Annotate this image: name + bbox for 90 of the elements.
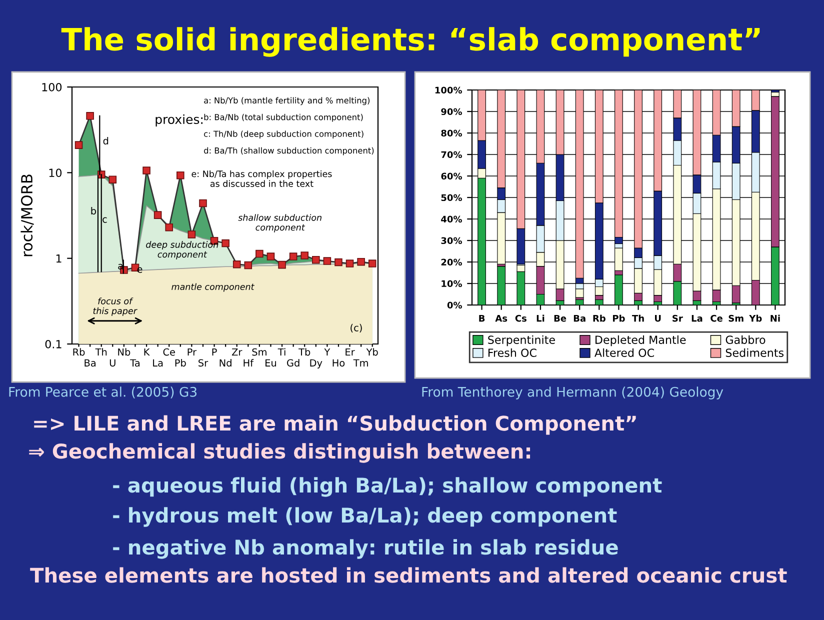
y-axis-title: rock/MORB xyxy=(20,174,34,256)
annotation: proxies: xyxy=(156,114,202,126)
legend-label: Altered OC xyxy=(594,348,654,357)
text: - aqueous fluid (high Ba/La); shallow component xyxy=(113,477,662,497)
x-tick-label: Zr xyxy=(232,348,242,356)
y-tick-label: 90% xyxy=(441,108,462,116)
annotation: mantle component xyxy=(172,283,255,292)
y-tick-label: 50% xyxy=(441,194,462,202)
x-tick-label: Ho xyxy=(332,359,345,367)
text: ⇒ Geochemical studies distinguish between: xyxy=(29,443,530,463)
annotation: shallow subduction component xyxy=(238,214,322,232)
y-tick-label: 1 xyxy=(56,254,62,263)
x-tick-label: Pr xyxy=(188,348,197,356)
x-tick-label: Ba xyxy=(84,359,96,367)
x-tick-label: Pb xyxy=(175,359,186,367)
y-tick-label: 100% xyxy=(435,86,462,94)
annotation: d xyxy=(103,136,108,144)
x-tick-label: Dy xyxy=(310,359,322,368)
x-tick-label: Rb xyxy=(73,348,85,356)
legend-label: Serpentinite xyxy=(488,335,555,346)
x-tick-label: Be xyxy=(554,315,566,322)
x-tick-label: Yb xyxy=(749,314,762,322)
x-tick-label: Ce xyxy=(163,348,175,356)
legend-label: Depleted Mantle xyxy=(596,335,686,346)
legend-label: Sediments xyxy=(726,348,784,357)
x-tick-label: P xyxy=(212,348,217,356)
y-tick-label: 100 xyxy=(42,82,62,92)
x-tick-label: Th xyxy=(95,348,107,356)
annotation: focus of this paper xyxy=(93,298,138,316)
x-tick-label: Hf xyxy=(244,359,254,366)
x-tick-label: La xyxy=(692,315,702,322)
annotation: a xyxy=(118,264,123,270)
annotation: d: Ba/Th (shallow subduction component) xyxy=(204,147,374,156)
annotation: c: Th/Nb (deep subduction component) xyxy=(204,130,364,139)
annotation: e: Nb/Ta has complex properties as discussed in the text xyxy=(192,170,332,187)
text: => LILE and LREE are main “Subduction Component” xyxy=(34,415,636,435)
y-tick-label: 70% xyxy=(441,151,462,158)
x-tick-label: Y xyxy=(324,348,330,356)
x-tick-label: Pb xyxy=(613,314,625,322)
text: These elements are hosted in sediments and altered oceanic crust xyxy=(30,567,787,583)
x-tick-label: B xyxy=(479,315,485,322)
x-tick-label: Sr xyxy=(672,314,683,322)
x-tick-label: Nb xyxy=(118,348,130,356)
y-tick-label: 20% xyxy=(441,258,462,266)
annotation: b xyxy=(91,207,96,215)
x-tick-label: U xyxy=(110,359,116,367)
x-tick-label: Nd xyxy=(220,359,232,367)
x-tick-label: Rb xyxy=(593,314,606,322)
annotation: e xyxy=(137,267,142,273)
text: The solid ingredients: “slab component” xyxy=(61,27,760,57)
text: - negative Nb anomaly: rutile in slab residue xyxy=(113,539,618,559)
x-tick-label: K xyxy=(144,348,150,356)
x-tick-label: Ti xyxy=(278,348,286,356)
annotation: c xyxy=(102,217,107,223)
y-tick-label: 10% xyxy=(442,280,462,288)
x-tick-label: Sr xyxy=(198,359,208,367)
x-tick-label: Tm xyxy=(353,359,368,366)
x-tick-label: Gd xyxy=(287,359,300,367)
x-tick-label: Sm xyxy=(252,348,266,356)
x-tick-label: Ni xyxy=(770,314,780,322)
y-tick-label: 0% xyxy=(447,302,462,309)
x-tick-label: Eu xyxy=(266,359,276,367)
annotation: deep subduction component xyxy=(146,241,218,260)
legend-label: Fresh OC xyxy=(488,348,536,357)
y-tick-label: 40% xyxy=(441,216,462,223)
x-tick-label: Tb xyxy=(298,348,310,356)
x-tick-label: Cs xyxy=(515,314,526,322)
x-tick-label: Sm xyxy=(728,314,744,322)
x-tick-label: As xyxy=(495,315,508,322)
annotation: a: Nb/Yb (mantle fertility and % melting) xyxy=(204,97,370,106)
y-tick-label: 80% xyxy=(441,130,462,137)
x-tick-label: Er xyxy=(346,348,355,356)
y-tick-label: 60% xyxy=(441,172,462,180)
annotation: b: Ba/Nb (total subduction component) xyxy=(204,114,363,122)
x-tick-label: Yb xyxy=(366,348,378,356)
y-tick-label: 0.1 xyxy=(45,340,62,348)
annotation: (c) xyxy=(350,324,362,333)
x-tick-label: Ba xyxy=(574,315,586,322)
x-tick-label: Ta xyxy=(130,359,140,367)
x-tick-label: U xyxy=(655,315,661,322)
text: From Pearce et al. (2005) G3 xyxy=(9,386,197,398)
legend-label: Gabbro xyxy=(726,335,766,344)
x-tick-label: Li xyxy=(536,314,544,322)
y-tick-label: 30% xyxy=(441,237,462,244)
text: From Tenthorey and Hermann (2004) Geology xyxy=(422,386,724,400)
x-tick-label: La xyxy=(153,359,163,367)
x-tick-label: Ce xyxy=(710,314,722,322)
text: - hydrous melt (low Ba/La); deep component xyxy=(113,507,617,527)
x-tick-label: Th xyxy=(632,314,644,322)
y-tick-label: 10 xyxy=(49,168,62,178)
